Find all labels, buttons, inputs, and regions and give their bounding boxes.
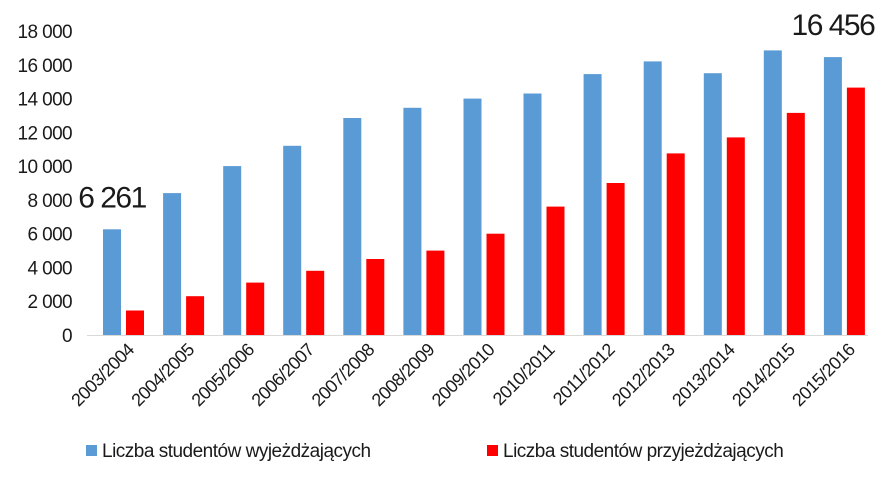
x-tick-label: 2011/2012 [549, 339, 619, 409]
y-tick-label: 16 000 [17, 56, 72, 77]
bar-outgoing [763, 50, 782, 336]
bar-outgoing [643, 61, 662, 336]
bar-outgoing [523, 93, 542, 335]
data-labels: 6 261 16 456 [78, 9, 875, 214]
bar-outgoing [703, 73, 722, 335]
x-tick-label: 2013/2014 [668, 339, 739, 410]
y-tick-label: 12 000 [17, 123, 72, 144]
y-tick-label: 10 000 [17, 157, 72, 178]
bar-outgoing [463, 98, 482, 335]
bar-incoming [546, 206, 565, 335]
bar-incoming [666, 153, 685, 335]
x-tick-label: 2005/2006 [188, 339, 259, 410]
bar-outgoing [343, 118, 362, 335]
x-tick-label: 2015/2016 [788, 339, 859, 410]
bar-outgoing [103, 229, 121, 335]
x-axis-labels: 2003/20042004/20052005/20062006/20072007… [67, 339, 859, 410]
bar-outgoing [163, 193, 182, 335]
bar-incoming [846, 87, 865, 335]
y-tick-label: 14 000 [17, 90, 72, 111]
x-tick-label: 2012/2013 [608, 339, 679, 410]
bars [103, 50, 865, 336]
legend-swatch [86, 445, 97, 456]
x-tick-label: 2010/2011 [489, 339, 559, 409]
legend: Liczba studentów wyjeżdżających Liczba st… [86, 441, 784, 462]
data-label: 6 261 [78, 181, 146, 214]
bar-incoming [786, 112, 805, 336]
bar-incoming [426, 250, 445, 335]
bar-outgoing [823, 57, 842, 335]
y-tick-label: 0 [62, 326, 72, 347]
x-tick-label: 2014/2015 [728, 339, 799, 410]
x-tick-label: 2007/2008 [308, 339, 379, 410]
y-tick-label: 4 000 [27, 258, 72, 279]
bar-outgoing [283, 145, 302, 335]
y-axis-ticks: 0 2 000 4 000 6 000 8 000 10 000 12 000 14 000 1… [17, 22, 72, 347]
x-tick-label: 2009/2010 [428, 339, 499, 410]
bar-incoming [366, 259, 385, 335]
bar-incoming [306, 270, 325, 335]
y-tick-label: 6 000 [27, 225, 72, 246]
y-tick-label: 2 000 [27, 292, 72, 313]
bar-incoming [126, 310, 144, 335]
x-tick-label: 2004/2005 [127, 339, 198, 410]
x-tick-label: 2003/2004 [67, 339, 138, 410]
data-label: 16 456 [792, 9, 875, 42]
x-tick-label: 2008/2009 [368, 339, 439, 410]
bar-incoming [186, 296, 205, 335]
bar-incoming [726, 137, 745, 335]
bar-outgoing [403, 107, 422, 335]
legend-label: Liczba studentów przyjeżdżających [503, 441, 783, 462]
x-tick-label: 2006/2007 [248, 339, 319, 410]
bar-incoming [246, 282, 265, 335]
bar-outgoing [223, 166, 242, 335]
y-tick-label: 18 000 [17, 22, 72, 43]
legend-label: Liczba studentów wyjeżdżających [102, 441, 371, 462]
y-tick-label: 8 000 [27, 191, 72, 212]
legend-swatch [487, 445, 498, 456]
bar-incoming [486, 233, 505, 335]
bar-incoming [606, 183, 625, 335]
bar-outgoing [583, 74, 602, 335]
